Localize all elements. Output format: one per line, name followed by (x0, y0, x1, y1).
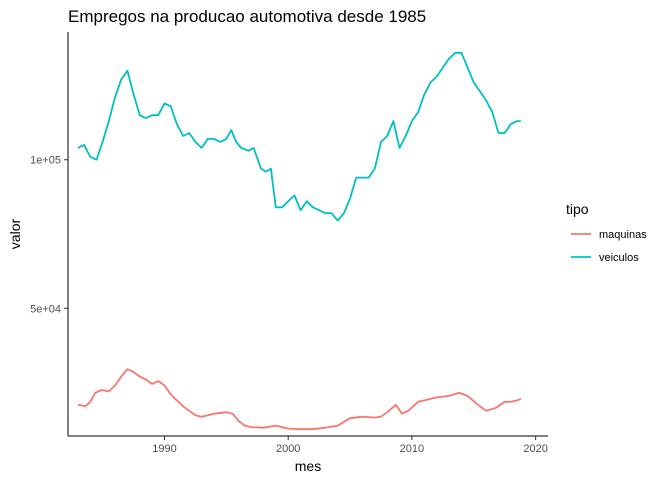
chart-title: Empregos na producao automotiva desde 19… (68, 7, 426, 26)
legend-label-veiculos: veiculos (599, 252, 639, 264)
x-tick-label: 1990 (152, 443, 176, 455)
y-tick-label: 5e+04 (30, 303, 61, 315)
legend-label-maquinas: maquinas (599, 229, 647, 241)
y-ticks: 5e+04 1e+05 (30, 155, 68, 316)
legend-items: maquinas veiculos (571, 229, 647, 264)
x-axis-title: mes (295, 458, 321, 474)
legend: tipo maquinas veiculos (566, 201, 647, 264)
plot-area: 1990 2000 2010 2020 5e+04 1e+05 (30, 32, 548, 455)
x-ticks: 1990 2000 2010 2020 (152, 436, 548, 455)
x-tick-label: 2020 (523, 443, 547, 455)
x-tick-label: 2000 (276, 443, 300, 455)
series-line-maquinas (78, 369, 521, 429)
legend-title: tipo (566, 201, 589, 217)
y-tick-label: 1e+05 (30, 155, 61, 167)
y-axis-title: valor (7, 218, 23, 249)
series-layer (78, 53, 521, 429)
x-tick-label: 2010 (400, 443, 424, 455)
series-line-veiculos (78, 53, 521, 221)
